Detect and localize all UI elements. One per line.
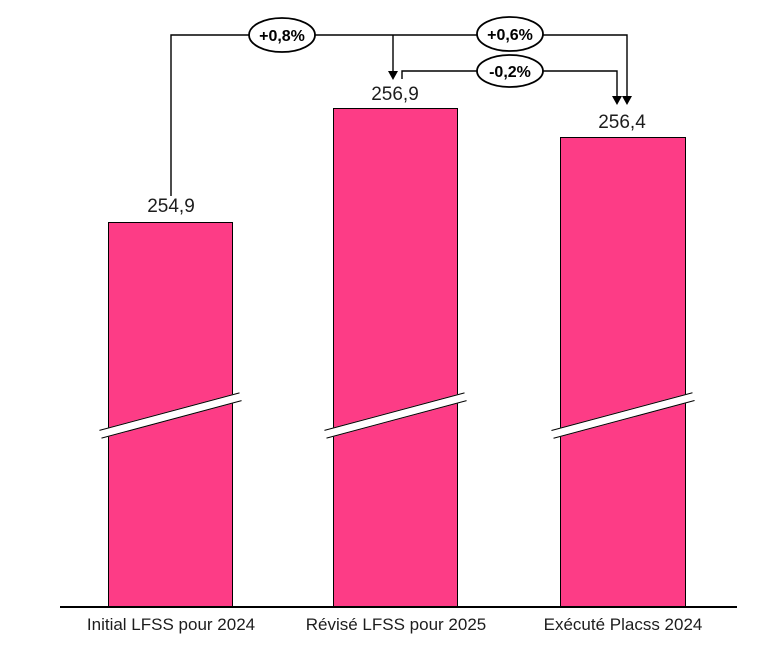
value-label-initial: 254,9: [147, 196, 195, 217]
category-label-revise: Révisé LFSS pour 2025: [305, 615, 487, 634]
value-label-execute: 256,4: [598, 112, 646, 133]
value-label-revise: 256,9: [371, 84, 419, 105]
annotation-bubble-plus08: [248, 17, 316, 53]
annotation-label-plus06: +0,6%: [487, 27, 533, 44]
arrowhead-execute-left-icon: [612, 96, 622, 105]
category-label-execute: Exécuté Placss 2024: [543, 615, 703, 634]
annotation-label-plus08: +0,8%: [259, 28, 305, 45]
arrowhead-revise-icon: [388, 71, 398, 80]
x-axis-line: [60, 606, 737, 608]
annotation-label-minus02: -0,2%: [489, 64, 531, 81]
category-label-initial: Initial LFSS pour 2024: [86, 615, 256, 634]
annotation-bubble-plus06: [476, 16, 544, 52]
bar-execute-placss-2024: [560, 137, 686, 608]
arrowhead-execute-right-icon: [622, 96, 632, 105]
bar-revise-lfss-2025: [333, 108, 458, 608]
annotation-bubble-minus02: [476, 54, 544, 88]
